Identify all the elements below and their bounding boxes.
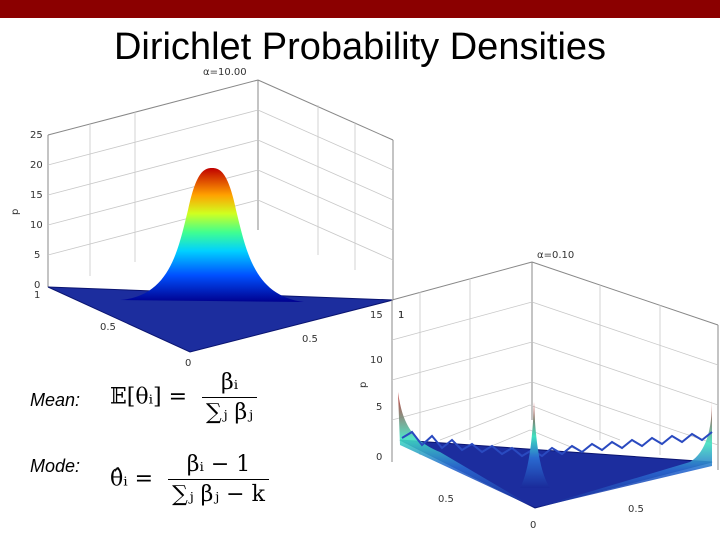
mode-label: Mode: [30, 456, 81, 476]
plot2-edge-jagged [401, 430, 713, 458]
mean-numerator: βᵢ [202, 370, 258, 398]
z-tick: 0 [376, 452, 382, 463]
plot1-frame [47, 79, 394, 300]
mode-lhs: θ̂ᵢ = [110, 466, 154, 492]
plot2-density-spike [520, 402, 550, 488]
plot2-frame [391, 261, 719, 470]
corner-tick: 0.5 [628, 504, 644, 515]
mean-fraction: βᵢ ∑ⱼ βⱼ [202, 370, 258, 425]
plot2-corner-ticks: 1 0.5 0 0.5 [398, 310, 644, 531]
plot1-alpha-label: α=10.00 [203, 67, 247, 78]
plot2-alpha-label: α=0.10 [537, 250, 574, 261]
plot1-corner-ticks: 1 0.5 0 0.5 1 [34, 290, 404, 369]
corner-tick: 0.5 [302, 334, 318, 345]
z-tick: 0 [34, 280, 40, 291]
corner-tick: 0.5 [438, 494, 454, 505]
slide-title: Dirichlet Probability Densities [113, 26, 607, 68]
plot1-z-ticks: 25 20 15 10 5 0 [30, 130, 43, 291]
plot1-axis-label: p [10, 209, 21, 215]
plot2-z-ticks: 15 10 5 0 [370, 310, 383, 463]
corner-tick: 0 [185, 358, 191, 369]
mean-formula: 𝔼[θᵢ] = βᵢ ∑ⱼ βⱼ [110, 370, 258, 425]
plot2-grid [391, 278, 719, 456]
z-tick: 5 [34, 250, 40, 261]
corner-tick: 1 [398, 310, 404, 321]
corner-tick: 0.5 [100, 322, 116, 333]
mode-denominator: ∑ⱼ βⱼ − k [172, 482, 265, 507]
header-bar [0, 0, 720, 18]
mode-formula: θ̂ᵢ = βᵢ − 1 ∑ⱼ βⱼ − k [110, 452, 269, 507]
corner-tick: 1 [398, 310, 404, 321]
plot2-edge-ridge-left [398, 392, 535, 508]
corner-tick: 1 [34, 290, 40, 301]
plot2-edge-ridge-right [535, 400, 712, 508]
z-tick: 5 [376, 402, 382, 413]
z-tick: 25 [30, 130, 43, 141]
plot1-density-peak [120, 168, 304, 302]
mean-label: Mean: [30, 390, 81, 410]
z-tick: 10 [370, 355, 383, 366]
mode-numerator: βᵢ − 1 [168, 452, 269, 480]
z-tick: 15 [370, 310, 383, 321]
z-tick: 20 [30, 160, 43, 171]
z-tick: 15 [30, 190, 43, 201]
mean-denominator: ∑ⱼ βⱼ [206, 400, 254, 425]
z-tick: 10 [30, 220, 43, 231]
corner-tick: 0 [530, 520, 536, 531]
mode-fraction: βᵢ − 1 ∑ⱼ βⱼ − k [168, 452, 269, 507]
plot2-axis-label: p [358, 382, 369, 388]
mean-lhs: 𝔼[θᵢ] = [110, 384, 188, 410]
